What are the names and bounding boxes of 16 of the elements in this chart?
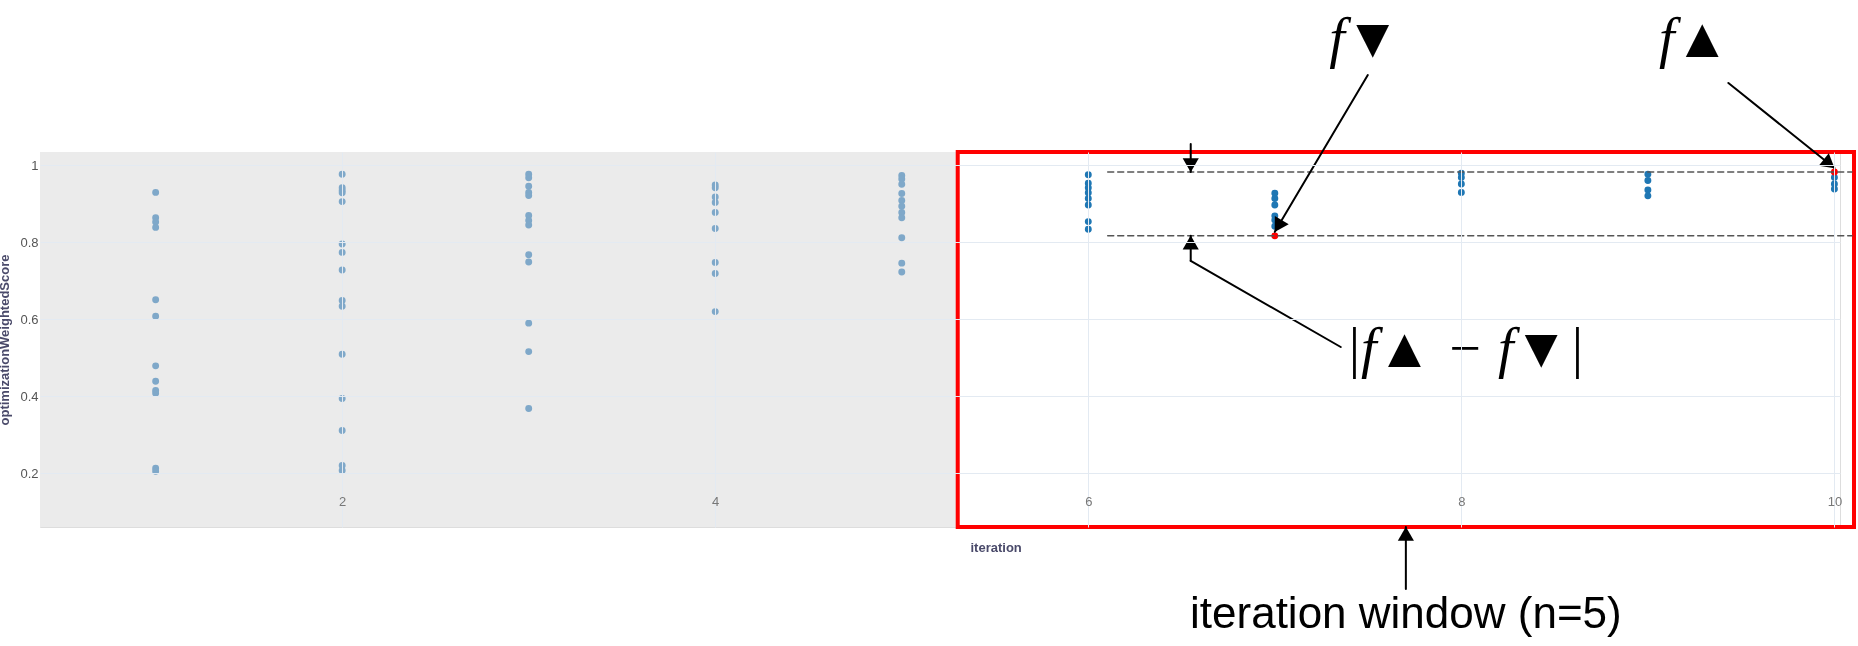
annotation: f▼ <box>1329 7 1401 69</box>
text: iteration window (n=5) <box>1190 588 1622 637</box>
y-axis-title: optimizationWeightedScore <box>0 254 13 426</box>
x-tick-label: 2 <box>339 493 347 509</box>
y-tick-label: 0.4 <box>20 388 39 404</box>
annotation: |f▲ − f▼| <box>1345 317 1585 379</box>
y-tick-label: 0.8 <box>20 234 39 250</box>
y-tick-label: 0.2 <box>20 465 39 481</box>
annotation: f▲ <box>1658 7 1730 69</box>
y-tick-label: 1 <box>31 157 39 173</box>
x-axis-title: iteration <box>970 539 1022 555</box>
x-tick-label: 6 <box>1085 493 1093 509</box>
x-tick-label: 8 <box>1458 493 1466 509</box>
x-tick-label: 4 <box>712 493 720 509</box>
x-tick-label: 10 <box>1827 493 1843 509</box>
y-tick-label: 0.6 <box>20 311 39 327</box>
